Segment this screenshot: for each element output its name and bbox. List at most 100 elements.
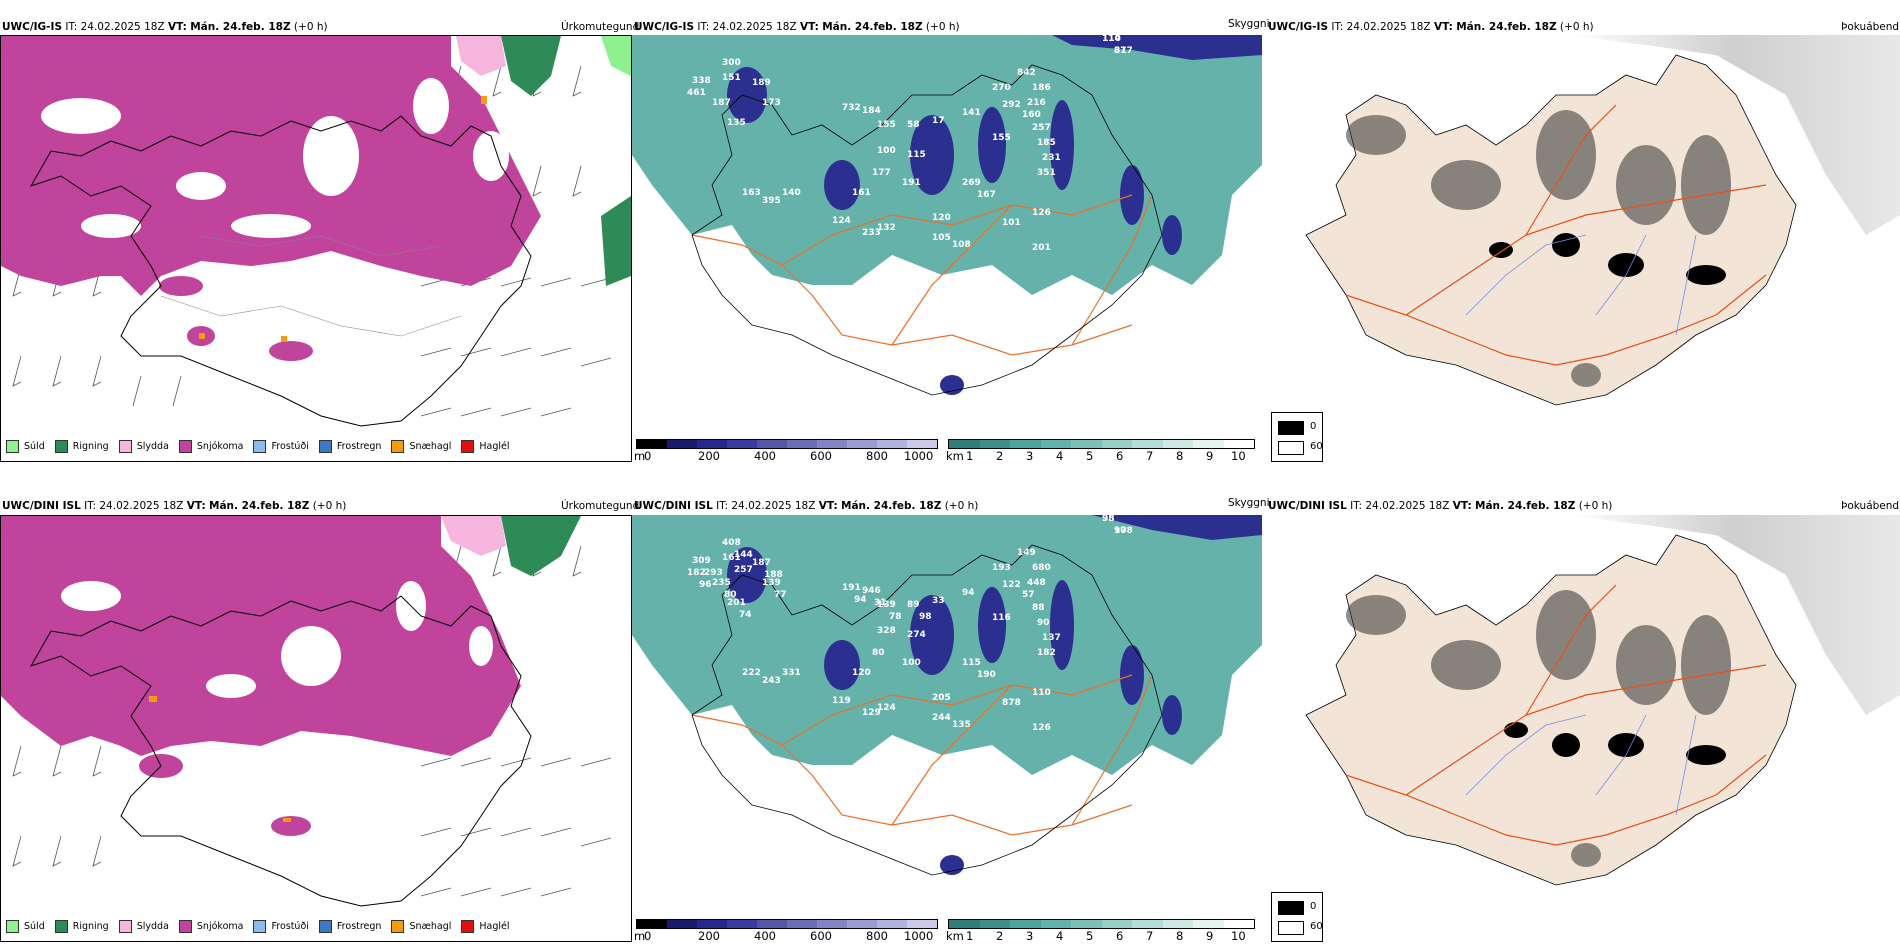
legend-item: Súld	[6, 440, 45, 453]
peak-label: 124	[832, 216, 851, 226]
height-tick: 800	[866, 929, 888, 943]
peak-label: 292	[1002, 100, 1021, 110]
legend-item: Slydda	[118, 920, 169, 933]
ceiling-title: Skyggni	[1228, 18, 1270, 30]
peak-label: 842	[1017, 68, 1036, 78]
vis-tick: 10	[1231, 929, 1246, 943]
peak-label: 90	[1114, 526, 1127, 536]
peak-label: 300	[722, 58, 741, 68]
peak-label: 122	[1002, 580, 1021, 590]
wind-barbs-2	[12, 545, 612, 897]
peak-label: 259	[972, 788, 991, 798]
vis-tick: 6	[1116, 929, 1124, 943]
precip-map[interactable]	[0, 35, 632, 462]
row2-precip-panel: UWC/DINI ISL IT: 24.02.2025 18Z VT: Mán.…	[0, 480, 640, 950]
peak-label: 184	[862, 106, 881, 116]
swatch	[6, 440, 19, 453]
peak-label: 108	[952, 240, 971, 250]
vis-tick: 2	[996, 449, 1004, 463]
peak-label: 450	[707, 253, 726, 263]
vis-tick: 4	[1056, 449, 1064, 463]
coastline-2	[29, 595, 532, 907]
fog-black-spots	[1489, 233, 1726, 285]
peak-label: 126	[1032, 208, 1051, 218]
height-tick: 1000	[904, 929, 934, 943]
swatch	[178, 920, 192, 933]
peak-label: 328	[877, 626, 896, 636]
swatch	[391, 920, 405, 933]
peak-label: 177	[872, 168, 891, 178]
peak-label: 100	[877, 146, 896, 156]
swatch	[178, 440, 192, 453]
rain-area-2	[501, 516, 581, 576]
peak-label: 31	[874, 598, 887, 608]
height-tick: 600	[810, 449, 832, 463]
fog-swatch-dark	[1278, 421, 1304, 435]
peak-label: 129	[862, 708, 881, 718]
peak-label: 116	[992, 613, 1011, 623]
vis-tick: 6	[1116, 449, 1124, 463]
peak-label: 309	[692, 556, 711, 566]
fog-map[interactable]	[1266, 35, 1900, 435]
vis-tick: 7	[1146, 449, 1154, 463]
snow-gaps-2	[61, 581, 493, 698]
height-scale	[636, 439, 938, 449]
peak-label: 191	[842, 583, 861, 593]
legend-item: Frostregn	[318, 920, 381, 933]
peak-label: 114	[1102, 35, 1121, 44]
peak-label: 186	[1032, 83, 1051, 93]
legend-item: Snæhagl	[391, 920, 451, 933]
vis-tick: 5	[1086, 449, 1094, 463]
peak-label: 132	[877, 223, 896, 233]
row2-fog-header: UWC/DINI ISL IT: 24.02.2025 18Z VT: Mán.…	[1268, 500, 1613, 512]
snow-gaps	[41, 78, 509, 238]
vis-scale-2	[948, 919, 1255, 929]
peak-label: 187	[712, 98, 731, 108]
row2-ceiling-header: UWC/DINI ISL IT: 24.02.2025 18Z VT: Mán.…	[634, 500, 979, 512]
ceiling-title-2: Skyggni	[1228, 497, 1270, 509]
vis-tick: 9	[1206, 449, 1214, 463]
height-tick: 800	[866, 449, 888, 463]
height-tick: 600	[810, 929, 832, 943]
peak-label: 274	[907, 630, 926, 640]
peak-label: 98	[1102, 515, 1115, 524]
snow-area	[1, 36, 541, 296]
vis-tick: 9	[1206, 929, 1214, 943]
peak-label: 201	[727, 598, 746, 608]
peak-label: 110	[1032, 688, 1051, 698]
fog-sea-area	[1566, 35, 1900, 235]
precip-map-2[interactable]	[0, 515, 632, 942]
fog-map-2[interactable]	[1266, 515, 1900, 915]
peak-label: 77	[774, 590, 787, 600]
fog-swatch-light	[1278, 441, 1304, 455]
height-scale-2	[636, 919, 938, 929]
vis-tick: 1	[966, 929, 974, 943]
vis-tick: 1	[966, 449, 974, 463]
peak-label: 167	[977, 190, 996, 200]
height-tick: 200	[698, 929, 720, 943]
peak-label: 57	[1022, 590, 1035, 600]
peak-label: 338	[692, 76, 711, 86]
ceiling-peaks	[727, 67, 1182, 395]
peak-label: 119	[832, 696, 851, 706]
roads	[691, 194, 1153, 356]
vis-tick: 2	[996, 929, 1004, 943]
peak-label: 126	[982, 793, 1001, 803]
peak-label: 705	[932, 343, 951, 353]
precip-legend-2: Súld Rigning Slydda Snjókoma Frostúði Fr…	[6, 920, 510, 933]
peak-label: 115	[962, 658, 981, 668]
height-tick: 400	[754, 449, 776, 463]
peak-label: 151	[722, 73, 741, 83]
peak-label: 191	[902, 178, 921, 188]
swatch	[118, 440, 132, 453]
peak-label: 110	[1102, 35, 1121, 44]
height-tick: 0	[644, 449, 652, 463]
peak-label: 680	[1032, 563, 1051, 573]
height-colorbar: m 0 200 400 600 800 1000	[632, 439, 942, 463]
peak-label: 188	[764, 570, 783, 580]
peak-label: 74	[739, 610, 752, 620]
swatch	[391, 440, 405, 453]
